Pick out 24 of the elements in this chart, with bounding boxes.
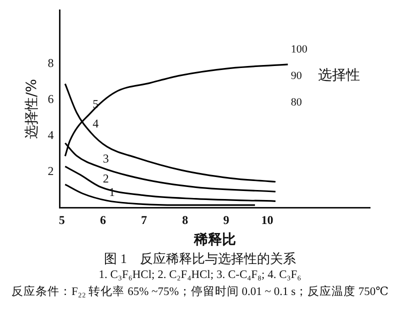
text: 1. C₃F₆HCl; 2. C₂F₄HCl; 3. C-C₄F₈; 4. C₃F₆ <box>98 268 302 283</box>
y2-tick-label: 80 <box>290 96 302 108</box>
x-tick-label: 9 <box>223 213 230 228</box>
x-tick-label: 5 <box>58 213 65 228</box>
series-label: 3 <box>102 152 109 166</box>
line-series <box>64 184 256 206</box>
y2-tick-label: 90 <box>290 70 302 82</box>
y-tick-label: 6 <box>48 92 54 106</box>
x-tick-label: 6 <box>100 213 106 228</box>
x-tick-label: 8 <box>182 213 188 228</box>
series-label: 4 <box>92 116 99 131</box>
x-tick-label: 7 <box>141 213 148 228</box>
y2-axis-title: 选择性 <box>318 68 360 84</box>
y-tick-label: 4 <box>48 128 54 142</box>
y2-tick-label: 100 <box>290 44 308 56</box>
text: 反应条件：F₂₂ 转化率 65% ~75%；停留时间 0.01 ~ 0.1 s；反应温度 750℃ <box>10 284 390 300</box>
caption: 图 1 反应稀释比与选择性的关系 <box>103 250 297 267</box>
y-tick-label: 8 <box>48 56 54 70</box>
y-tick-label: 2 <box>48 164 54 178</box>
x-axis-title: 稀释比 <box>192 232 236 248</box>
line-series <box>64 166 276 202</box>
series-label: 2 <box>102 171 109 186</box>
x-tick-label: 10 <box>261 213 274 228</box>
y-axis-title: 选择性/% <box>24 78 40 140</box>
